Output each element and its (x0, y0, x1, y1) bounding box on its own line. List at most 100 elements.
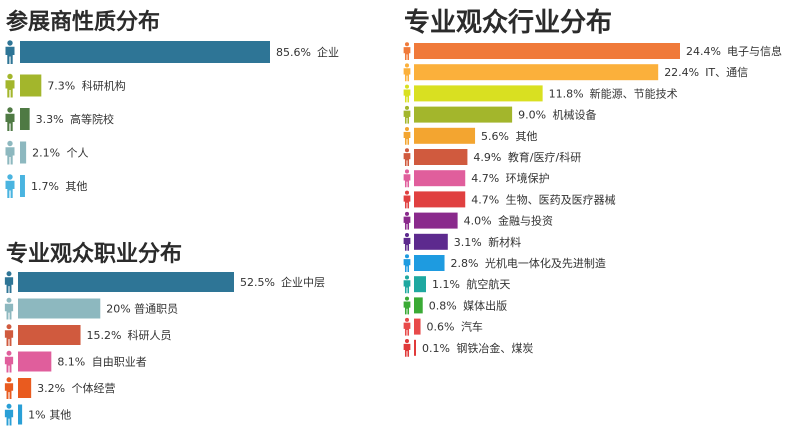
exhibitor-value-label-4: 1.7% (31, 180, 59, 193)
exhibitor-category-label-0: 企业 (317, 45, 339, 59)
industry-person-icon-5 (403, 148, 411, 166)
industry-person-icon-13 (403, 317, 411, 336)
industry-category-label-7: 生物、医药及医疗器械 (506, 192, 616, 206)
industry-person-icon-7 (403, 190, 411, 209)
occupation-person-icon-0 (4, 271, 14, 293)
occupation-person-icon-4 (4, 377, 14, 399)
exhibitor-value-label-2: 3.3% (36, 113, 64, 126)
industry-value-label-11: 1.1% (432, 278, 460, 291)
industry-bar-1 (414, 64, 659, 81)
industry-category-label-4: 其他 (515, 130, 537, 143)
industry-person-icon-9 (403, 233, 411, 251)
industry-bar-8 (414, 212, 458, 229)
occupation-chart-title: 专业观众职业分布 (6, 242, 183, 267)
occupation-bar-0 (18, 272, 234, 292)
industry-chart-title: 专业观众行业分布 (404, 8, 613, 38)
industry-value-label-12: 0.8% (429, 299, 457, 312)
occupation-category-label-3: 自由职业者 (92, 355, 147, 369)
industry-person-icon-10 (403, 254, 411, 272)
exhibitor-chart-title: 参展商性质分布 (6, 10, 161, 35)
industry-value-label-4: 5.6% (481, 130, 509, 143)
industry-person-icon-6 (403, 169, 411, 188)
occupation-category-label-4: 个体经营 (72, 381, 116, 395)
industry-value-label-13: 0.6% (427, 321, 455, 334)
industry-bar-12 (414, 297, 423, 314)
industry-category-label-11: 航空航天 (466, 277, 510, 291)
industry-value-label-10: 2.8% (451, 257, 479, 270)
occupation-person-icon-1 (4, 297, 14, 320)
industry-bar-11 (414, 276, 426, 293)
exhibitor-value-label-0: 85.6% (276, 46, 311, 59)
industry-category-label-5: 教育/医疗/科研 (508, 150, 581, 164)
industry-value-label-14: 0.1% (422, 342, 450, 355)
occupation-chart-panel: 专业观众职业分布 52.5% 企业中层 20% 普通职员 15.2% 科研人员 8.1% 自由… (0, 230, 390, 428)
occupation-chart: 52.5% 企业中层 20% 普通职员 15.2% 科研人员 8.1% 自由职业者 3.2% 个体… (4, 271, 325, 426)
industry-bar-0 (414, 43, 680, 59)
exhibitor-person-icon-1 (5, 73, 15, 98)
industry-value-label-6: 4.7% (471, 172, 499, 185)
exhibitor-chart: 85.6% 企业 7.3% 科研机构 3.3% 高等院校 2.1% 个人 1.7% 其他 (5, 40, 339, 198)
industry-bar-3 (414, 106, 513, 123)
exhibitor-category-label-4: 其他 (65, 180, 87, 193)
exhibitor-value-label-1: 7.3% (47, 80, 75, 93)
exhibitor-bar-1 (20, 74, 42, 97)
exhibitor-category-label-1: 科研机构 (82, 79, 126, 93)
industry-value-label-1: 22.4% (664, 66, 699, 79)
industry-category-label-12: 媒体出版 (463, 298, 507, 312)
industry-bar-5 (414, 149, 468, 165)
occupation-value-label-2: 15.2% (87, 329, 122, 342)
exhibitor-category-label-3: 个人 (67, 147, 89, 160)
industry-value-label-3: 9.0% (518, 109, 546, 122)
occupation-person-icon-2 (4, 324, 14, 346)
industry-value-label-8: 4.0% (464, 215, 492, 228)
industry-category-label-9: 新材料 (488, 235, 521, 249)
industry-bar-10 (414, 255, 445, 271)
occupation-value-label-4: 3.2% (37, 382, 65, 395)
industry-person-icon-0 (403, 42, 411, 60)
industry-category-label-10: 光机电一体化及先进制造 (485, 256, 606, 270)
industry-chart: 24.4% 电子与信息 22.4% IT、通信 11.8% 新能源、节能技术 9.0% 机械设… (403, 42, 782, 357)
occupation-bar-2 (18, 325, 81, 345)
industry-category-label-2: 新能源、节能技术 (590, 86, 678, 100)
industry-bar-2 (414, 85, 543, 102)
exhibitor-bar-0 (20, 41, 270, 63)
industry-value-label-5: 4.9% (473, 151, 501, 164)
occupation-person-icon-3 (4, 350, 14, 373)
exhibitor-person-icon-3 (5, 140, 15, 165)
occupation-category-label-0: 企业中层 (281, 275, 325, 289)
industry-category-label-6: 环境保护 (506, 171, 550, 185)
exhibitor-bar-2 (20, 108, 30, 130)
occupation-category-label-5: 其他 (49, 409, 71, 422)
industry-person-icon-3 (403, 105, 411, 124)
industry-category-label-1: IT、通信 (705, 66, 748, 79)
industry-category-label-3: 机械设备 (553, 108, 597, 122)
industry-person-icon-8 (403, 211, 411, 230)
industry-person-icon-14 (403, 339, 411, 357)
exhibitor-person-icon-4 (5, 174, 15, 198)
occupation-bar-5 (18, 404, 23, 425)
occupation-category-label-2: 科研人员 (128, 328, 172, 342)
industry-value-label-7: 4.7% (471, 193, 499, 206)
industry-bar-6 (414, 170, 466, 187)
industry-bar-7 (414, 191, 466, 208)
occupation-bar-4 (18, 378, 32, 398)
occupation-value-label-3: 8.1% (57, 356, 85, 369)
occupation-category-label-1: 普通职员 (134, 302, 178, 316)
occupation-person-icon-5 (4, 403, 14, 426)
industry-person-icon-4 (403, 127, 411, 145)
industry-person-icon-1 (403, 63, 411, 82)
exhibitor-value-label-3: 2.1% (32, 147, 60, 160)
industry-value-label-2: 11.8% (549, 87, 584, 100)
industry-bar-4 (414, 127, 476, 144)
industry-category-label-0: 电子与信息 (727, 44, 782, 58)
exhibitor-chart-panel: 参展商性质分布 85.6% 企业 7.3% 科研机构 3.3% 高等院校 2.1% 个人 1.7… (0, 0, 390, 210)
industry-person-icon-2 (403, 84, 411, 103)
industry-value-label-0: 24.4% (686, 45, 721, 58)
exhibitor-person-icon-0 (5, 40, 15, 64)
industry-bar-13 (414, 318, 421, 335)
exhibitor-bar-4 (20, 175, 25, 197)
occupation-value-label-1: 20% (106, 303, 130, 316)
exhibitor-person-icon-2 (5, 107, 15, 131)
exhibitor-category-label-2: 高等院校 (70, 112, 114, 126)
industry-category-label-14: 钢铁冶金、煤炭 (456, 341, 533, 355)
